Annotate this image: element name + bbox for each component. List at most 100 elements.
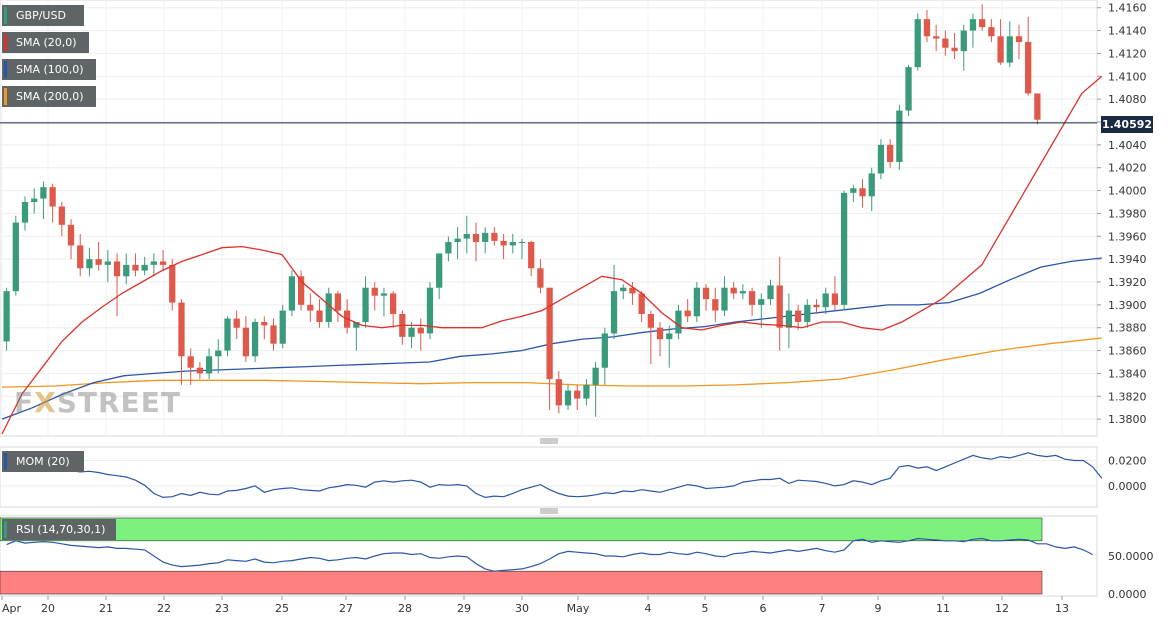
candle-body: [666, 333, 673, 340]
candle: [261, 316, 268, 340]
candle-body: [178, 302, 185, 357]
candle: [997, 19, 1004, 65]
candle: [436, 253, 443, 300]
candle-body: [693, 287, 700, 317]
candle: [380, 287, 388, 317]
candle-body: [942, 38, 949, 48]
candle: [178, 299, 185, 385]
candle: [224, 316, 231, 357]
candle: [1034, 93, 1041, 125]
candle: [638, 291, 645, 322]
candle-body: [1034, 93, 1041, 120]
candle: [537, 259, 544, 294]
candle: [675, 304, 682, 340]
candle-body: [601, 333, 608, 368]
candle: [933, 24, 940, 52]
candle: [150, 253, 157, 277]
mom-label[interactable]: MOM (20): [2, 451, 84, 472]
candle: [187, 348, 194, 385]
candle: [67, 219, 75, 260]
candle-body: [831, 293, 839, 305]
candle-body: [804, 304, 811, 322]
candle-body: [546, 287, 553, 380]
candle: [564, 384, 572, 410]
candle-body: [86, 259, 93, 269]
candle: [813, 299, 820, 314]
pane-splitter[interactable]: [539, 438, 559, 444]
candle-body: [518, 242, 526, 243]
candle-body: [279, 310, 286, 344]
candle: [169, 259, 176, 311]
mom-pane: 0.0200 0.0000: [0, 446, 1147, 508]
candle-body: [77, 245, 84, 269]
candle: [196, 362, 204, 380]
legend-sma100[interactable]: SMA (100,0): [2, 59, 96, 80]
candle-body: [454, 238, 461, 242]
candle: [242, 316, 250, 362]
x-tick-label: 13: [1055, 602, 1069, 615]
candle-body: [141, 264, 148, 271]
candle-body: [233, 318, 240, 328]
candle-body: [482, 232, 489, 242]
rsi-oversold-zone: [0, 570, 1043, 595]
legend-sma20-label: SMA (20,0): [16, 36, 77, 49]
main-y-tick-label: 1.4160: [1108, 2, 1147, 15]
main-y-tick-label: 1.3940: [1108, 253, 1147, 266]
candle: [12, 215, 19, 296]
candle: [528, 240, 535, 277]
mom-label-text: MOM (20): [16, 455, 70, 468]
candle-body: [877, 144, 885, 174]
legend-sma200-label: SMA (200,0): [16, 90, 84, 103]
rsi-label[interactable]: RSI (14,70,30,1): [2, 519, 116, 540]
candle-body: [159, 261, 167, 265]
candle-body: [261, 322, 268, 326]
candle: [297, 270, 305, 311]
candle-body: [528, 242, 535, 269]
candle-body: [150, 261, 157, 265]
candle: [647, 310, 654, 365]
candle-body: [472, 234, 480, 242]
candle-body: [436, 253, 443, 288]
candle-body: [592, 367, 599, 385]
candle-body: [463, 234, 470, 239]
candle: [574, 384, 581, 410]
candle: [417, 318, 424, 351]
legend-symbol[interactable]: GBP/USD: [2, 5, 84, 26]
legend-sma200-swatch: [4, 88, 7, 105]
candle: [3, 287, 10, 351]
candle-body: [721, 287, 728, 311]
legend-sma20[interactable]: SMA (20,0): [2, 32, 89, 53]
candle-body: [67, 224, 75, 246]
candle-body: [353, 322, 360, 328]
pane-splitter-2[interactable]: [539, 508, 559, 514]
candle-body: [785, 310, 793, 328]
sma20-line: [1, 75, 1103, 435]
candle-body: [629, 287, 636, 294]
candle-body: [104, 261, 111, 265]
candle: [583, 379, 590, 406]
x-tick-label: 6: [760, 602, 767, 615]
candle-body: [123, 264, 130, 277]
candle: [334, 291, 342, 322]
watermark-x: X: [34, 386, 57, 419]
candle-body: [390, 293, 397, 314]
candle-body: [445, 242, 452, 254]
main-y-tick-label: 1.3860: [1108, 345, 1147, 358]
legend-sma100-label: SMA (100,0): [16, 63, 84, 76]
candle-body: [960, 30, 967, 52]
x-tick-label: 30: [515, 602, 529, 615]
watermark-f: F: [14, 386, 35, 419]
candle-body: [1015, 36, 1023, 42]
candle: [408, 322, 415, 349]
candle: [546, 287, 553, 410]
candle-body: [887, 144, 894, 162]
main-y-tick-label: 1.3960: [1108, 230, 1147, 243]
candle: [463, 215, 470, 254]
candle-body: [40, 187, 47, 199]
candle: [620, 284, 627, 300]
candle-body: [620, 287, 627, 292]
legend-sma200[interactable]: SMA (200,0): [2, 86, 96, 107]
main-y-tick-label: 1.4100: [1108, 70, 1147, 83]
candle: [767, 279, 774, 305]
